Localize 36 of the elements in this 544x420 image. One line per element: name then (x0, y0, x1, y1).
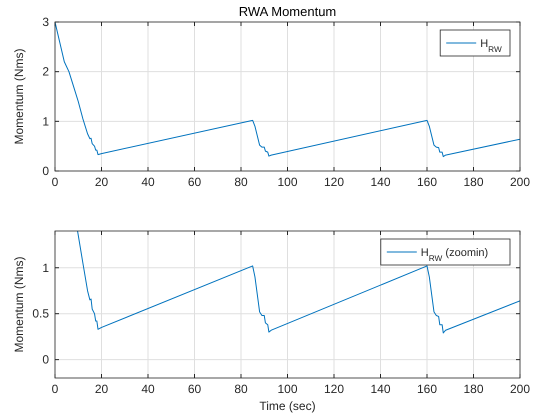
y-tick-label: 0 (42, 352, 50, 367)
x-tick-label: 200 (510, 382, 530, 396)
legend-label: H$_{RW}$ (480, 38, 502, 54)
x-tick-label: 0 (52, 175, 59, 189)
x-tick-label: 60 (188, 382, 202, 396)
x-tick-label: 80 (234, 382, 248, 396)
legend-label: H$_{RW}$ (zoomin) (420, 247, 488, 262)
x-tick-label: 80 (234, 175, 248, 189)
x-tick-label: 100 (277, 382, 298, 396)
x-tick-label: 180 (463, 382, 484, 396)
y-tick-label: 3 (42, 15, 50, 29)
y-tick-label: 0 (42, 164, 50, 178)
x-tick-label: 0 (52, 382, 59, 396)
x-tick-label: 40 (141, 175, 155, 189)
chart-title: RWA Momentum (238, 4, 336, 19)
x-tick-label: 100 (277, 175, 298, 189)
x-tick-label: 140 (370, 175, 391, 189)
x-axis-title: Time (sec) (259, 399, 316, 413)
x-tick-label: 60 (188, 175, 202, 189)
x-tick-label: 160 (416, 382, 438, 396)
line-series (77, 231, 520, 334)
y-tick-label: 0.5 (32, 306, 50, 321)
x-tick-label: 120 (324, 175, 344, 189)
x-tick-label: 140 (370, 382, 391, 396)
x-tick-label: 40 (141, 382, 155, 396)
x-tick-label: 160 (416, 175, 438, 189)
x-tick-label: 180 (463, 175, 484, 189)
x-tick-label: 20 (94, 175, 108, 189)
y-axis-title: Momentum (Nms) (12, 256, 26, 353)
x-tick-label: 120 (324, 382, 344, 396)
x-tick-label: 200 (510, 175, 530, 189)
y-tick-label: 1 (42, 114, 50, 128)
x-tick-label: 20 (94, 382, 108, 396)
y-axis-title: Momentum (Nms) (12, 48, 26, 145)
y-tick-label: 2 (42, 64, 50, 79)
y-tick-label: 1 (42, 260, 50, 275)
